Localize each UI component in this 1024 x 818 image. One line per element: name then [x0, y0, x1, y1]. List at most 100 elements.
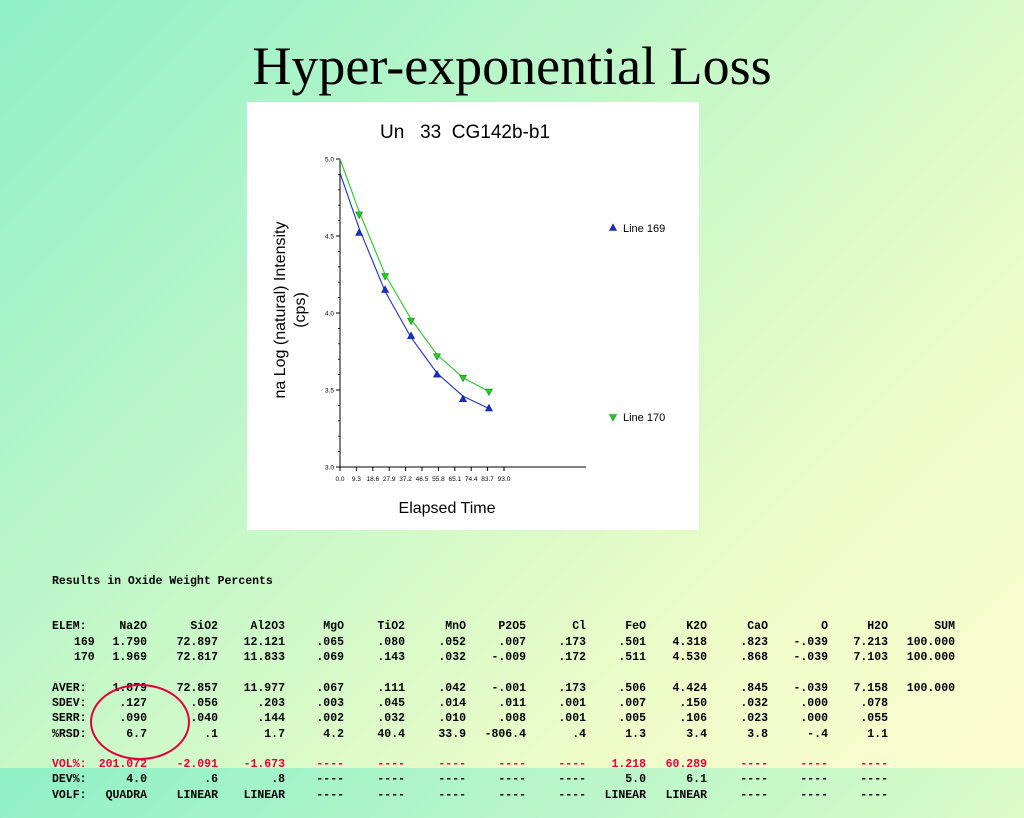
table-cell: 11.833 [243, 651, 285, 665]
x-axis-label: Elapsed Time [399, 500, 496, 517]
row-label: 169 [74, 635, 95, 649]
table-cell: ---- [316, 773, 344, 787]
table-cell: .032 [377, 712, 405, 726]
y-tick-label: 4.0 [325, 311, 334, 318]
table-cell: .868 [740, 651, 768, 665]
axes: 3.0 3.5 4.0 4.5 5.0 0.0 9.3 18.6 27.9 37.2 46.5 55.… [325, 157, 586, 483]
row-label: AVER: [52, 681, 87, 695]
row-label: DEV%: [52, 773, 87, 787]
table-cell: 1.790 [112, 635, 147, 649]
highlight-circle [90, 684, 190, 760]
table-cell: K2O [686, 620, 707, 634]
y-tick-label: 3.5 [325, 388, 334, 395]
table-row: VOL%: 201.072 -2.091 -1.673 ---- ---- ---- ----… [52, 757, 972, 772]
table-cell: .000 [800, 712, 828, 726]
x-tick-label: 46.5 [416, 476, 429, 483]
data-point [484, 403, 493, 412]
table-cell: 33.9 [438, 727, 466, 741]
table-cell: 7.103 [853, 651, 888, 665]
table-cell: LINEAR [243, 788, 285, 802]
table-cell: .845 [740, 681, 768, 695]
table-cell: .1 [204, 727, 218, 741]
row-label: SERR: [52, 712, 87, 726]
table-cell: ---- [860, 773, 888, 787]
table-cell: ---- [800, 788, 828, 802]
table-cell: 4.2 [323, 727, 344, 741]
table-cell: -806.4 [484, 727, 526, 741]
fit-lines [339, 158, 490, 409]
table-cell: ---- [800, 758, 828, 772]
data-point [458, 394, 468, 403]
table-cell: .045 [377, 696, 405, 710]
table-cell: 1.7 [264, 727, 285, 741]
table-cell: .173 [558, 635, 586, 649]
table-cell: 72.897 [176, 635, 218, 649]
blank-row [52, 742, 972, 757]
chart-panel: Un 33 CG142b-b1 3.0 3.5 4.0 4.5 5.0 0.0 9.3 18.… [247, 102, 699, 530]
table-cell: 60.289 [665, 758, 707, 772]
table-cell: 1.218 [611, 758, 646, 772]
table-cell: .203 [257, 696, 285, 710]
x-tick-label: 27.9 [383, 476, 396, 483]
table-cell: 12.121 [243, 635, 285, 649]
table-cell: 40.4 [377, 727, 405, 741]
table-cell: .172 [558, 651, 586, 665]
table-cell: ---- [377, 788, 405, 802]
table-cell: .008 [498, 712, 526, 726]
data-point [381, 285, 390, 293]
table-cell: -.039 [793, 651, 828, 665]
table-cell: .032 [438, 651, 466, 665]
table-cell: ---- [316, 758, 344, 772]
chart-title: Un 33 CG142b-b1 [380, 122, 550, 143]
table-cell: .005 [618, 712, 646, 726]
x-tick-label: 74.4 [465, 476, 478, 483]
table-cell: 3.8 [747, 727, 768, 741]
data-point [484, 388, 493, 397]
x-tick-label: 93.0 [498, 476, 511, 483]
table-cell: 4.530 [672, 651, 707, 665]
table-cell: .055 [860, 712, 888, 726]
table-cell: .6 [204, 773, 218, 787]
data-point [458, 374, 468, 383]
row-label: VOL%: [52, 758, 87, 772]
data-point [433, 353, 442, 361]
data-point [433, 369, 442, 378]
table-cell: 1.969 [112, 651, 147, 665]
table-cell: 100.000 [906, 681, 955, 695]
x-tick-label: 55.8 [432, 476, 445, 483]
table-cell: ---- [498, 788, 526, 802]
table-cell: .042 [438, 681, 466, 695]
results-heading: Results in Oxide Weight Percents [52, 574, 273, 588]
slide-title: Hyper-exponential Loss [252, 36, 772, 96]
x-tick-label: 65.1 [448, 476, 461, 483]
y-tick-label: 3.0 [325, 465, 334, 472]
table-row: SDEV: .127.056.203.003.045.014.011.001.00… [52, 696, 972, 711]
table-cell: .143 [377, 651, 405, 665]
table-cell: Na2O [119, 620, 147, 634]
table-cell: .001 [558, 712, 586, 726]
results-table: Results in Oxide Weight Percents ELEM: Na… [52, 543, 972, 818]
table-cell: .001 [558, 696, 586, 710]
table-cell: .002 [316, 712, 344, 726]
table-cell: MgO [323, 620, 344, 634]
table-cell: .000 [800, 696, 828, 710]
table-cell: P2O5 [498, 620, 526, 634]
table-cell: ---- [740, 758, 768, 772]
row-label: ELEM: [52, 620, 87, 634]
table-cell: 4.424 [672, 681, 707, 695]
table-cell: 100.000 [906, 651, 955, 665]
table-row: DEV%: 4.0 .6 .8 ---- ---- ---- ---- ---- 5.0 6.1 --… [52, 772, 972, 787]
table-cell: .511 [618, 651, 646, 665]
table-cell: CaO [747, 620, 768, 634]
table-cell: LINEAR [665, 788, 707, 802]
table-row: %RSD: 6.7.1 1.7 4.2 40.4 33.9 -806.4.4 1.3 3.4 3.… [52, 727, 972, 742]
data-points [355, 211, 493, 412]
table-cell: .010 [438, 712, 466, 726]
data-point [355, 228, 364, 236]
data-point [381, 273, 390, 281]
table-cell: ---- [740, 773, 768, 787]
table-cell: .011 [498, 696, 526, 710]
fit-line-line-170 [339, 158, 490, 392]
table-cell: .069 [316, 651, 344, 665]
table-cell: -.039 [793, 635, 828, 649]
